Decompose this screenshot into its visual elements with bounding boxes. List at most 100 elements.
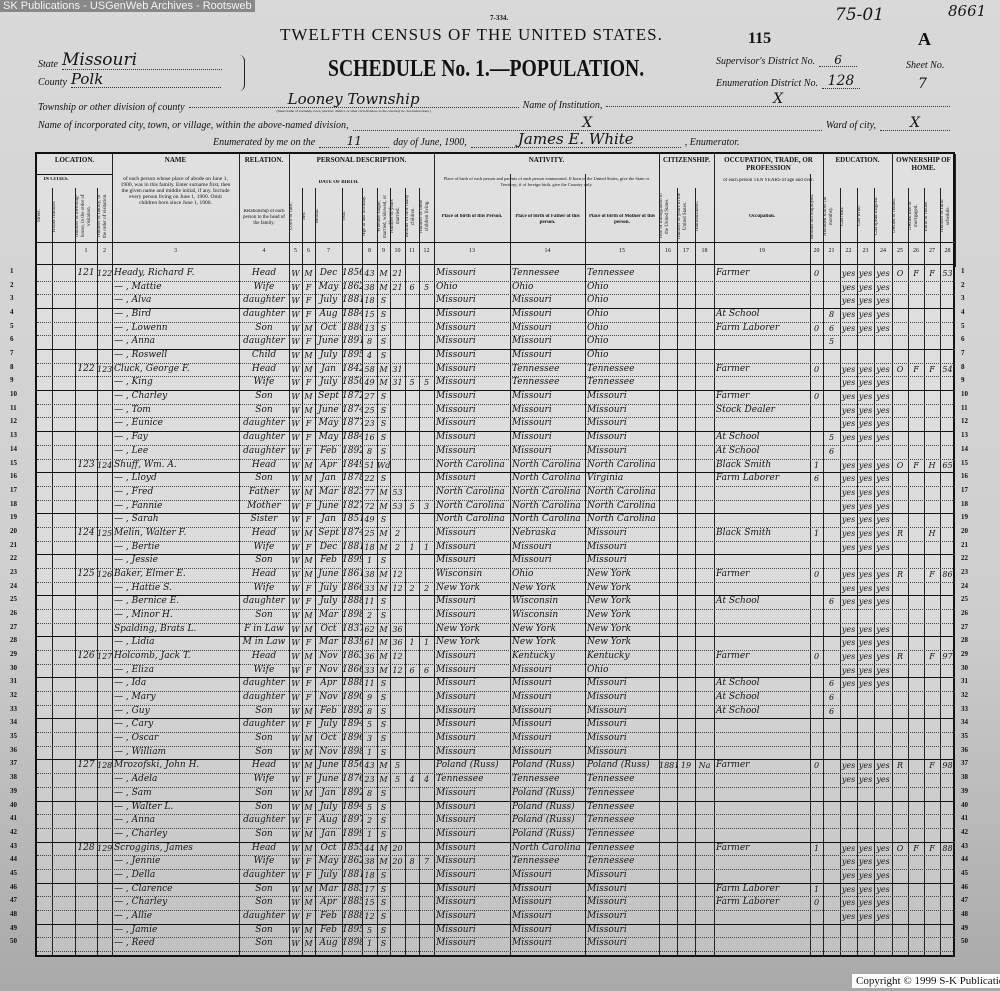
table-cell: Sister [250, 514, 278, 525]
table-cell: July [319, 596, 338, 607]
table-cell: 1874 [342, 404, 362, 415]
column-header: Naturalization. [695, 201, 700, 231]
table-cell: yes [858, 761, 873, 771]
table-cell [908, 718, 924, 732]
table-cell: — , Fannie [114, 500, 163, 511]
table-cell: W [291, 720, 300, 730]
table-cell [419, 828, 434, 842]
table-cell [677, 363, 695, 377]
table-cell: Melin, Walter F. [114, 527, 187, 538]
table-cell [823, 773, 840, 787]
table-cell [75, 814, 97, 828]
table-cell [419, 746, 434, 760]
table-cell [924, 390, 940, 404]
table-cell [659, 609, 677, 623]
table-cell: F [913, 843, 919, 853]
table-cell [714, 773, 812, 787]
table-cell [419, 431, 434, 445]
table-cell [390, 691, 405, 705]
table-cell [874, 924, 892, 938]
table-cell: — , Eunice [114, 418, 163, 429]
table-cell: F [305, 857, 312, 867]
table-cell: 18 [364, 870, 375, 880]
table-cell [924, 718, 940, 732]
table-cell [714, 623, 812, 637]
row-number: 13 [961, 431, 968, 440]
table-cell: W [291, 747, 300, 757]
table-cell: Mar [319, 486, 338, 497]
table-cell: At School [716, 445, 760, 456]
table-cell: Missouri [436, 350, 476, 361]
table-cell [405, 677, 419, 691]
table-cell: — , Mary [114, 692, 156, 703]
table-cell: 15 [364, 898, 375, 908]
column-number: 19 [759, 248, 765, 254]
table-cell: Apr [320, 897, 337, 908]
table-cell: — , Lidia [114, 637, 155, 648]
table-cell: Son [255, 883, 273, 894]
table-cell [810, 486, 823, 500]
column-header: Number of dwelling-house, in the order o… [75, 194, 92, 238]
table-cell: Farmer [716, 363, 750, 374]
table-cell [714, 281, 812, 295]
table-cell [419, 554, 434, 568]
table-cell [405, 609, 419, 623]
table-cell: Missouri [587, 869, 627, 880]
table-cell: 127 [97, 652, 112, 662]
column-divider [695, 188, 696, 955]
column-divider [940, 188, 941, 955]
table-cell: W [291, 829, 300, 839]
table-cell: — , Clarence [114, 883, 173, 894]
table-cell [940, 814, 955, 828]
table-cell [695, 417, 714, 431]
table-cell [874, 335, 892, 349]
table-cell: Missouri [436, 336, 476, 347]
table-cell: 0 [813, 652, 820, 662]
table-cell [695, 691, 714, 705]
table-cell: — , Adela [114, 774, 158, 785]
table-cell: 33 [364, 583, 375, 593]
table-cell: yes [841, 665, 856, 675]
population-schedule-table: LOCATION. NAME RELATION. PERSONAL DESCRIPTI… [35, 152, 956, 957]
table-cell [390, 869, 405, 883]
table-cell: 22 [364, 474, 375, 484]
table-cell [659, 472, 677, 486]
table-cell: July [319, 801, 338, 812]
table-cell: Head [251, 527, 277, 538]
table-cell [940, 486, 955, 500]
table-cell: Son [255, 322, 273, 333]
row-number: 29 [961, 650, 968, 659]
table-cell: 5 [828, 337, 835, 347]
table-cell [677, 842, 695, 856]
table-cell: daughter [243, 910, 285, 921]
table-cell [75, 404, 97, 418]
table-cell: Missouri [587, 733, 627, 744]
table-cell [810, 554, 823, 568]
table-cell: yes [858, 911, 873, 921]
table-cell: F [305, 870, 312, 880]
table-cell [908, 390, 924, 404]
table-cell: M [304, 624, 313, 634]
table-cell: Missouri [587, 897, 627, 908]
row-divider [37, 636, 953, 638]
table-cell: Son [255, 473, 273, 484]
table-cell: 1886 [342, 322, 362, 333]
table-cell: 1884 [342, 309, 362, 320]
table-cell: F [305, 775, 312, 785]
table-cell: W [291, 775, 300, 785]
table-cell: Wife [253, 774, 275, 785]
row-number: 15 [961, 458, 968, 467]
table-cell: O [896, 364, 904, 374]
table-cell: W [291, 310, 300, 320]
table-cell: Dec [319, 541, 338, 552]
column-divider [390, 188, 391, 955]
table-cell: Missouri [436, 746, 476, 757]
table-cell: 1862 [342, 856, 362, 867]
table-cell: yes [876, 460, 890, 470]
table-cell: — , Lee [114, 445, 149, 456]
table-cell: Tennessee [512, 856, 560, 867]
table-cell: 18 [364, 542, 375, 552]
table-cell: 16 [364, 433, 375, 443]
